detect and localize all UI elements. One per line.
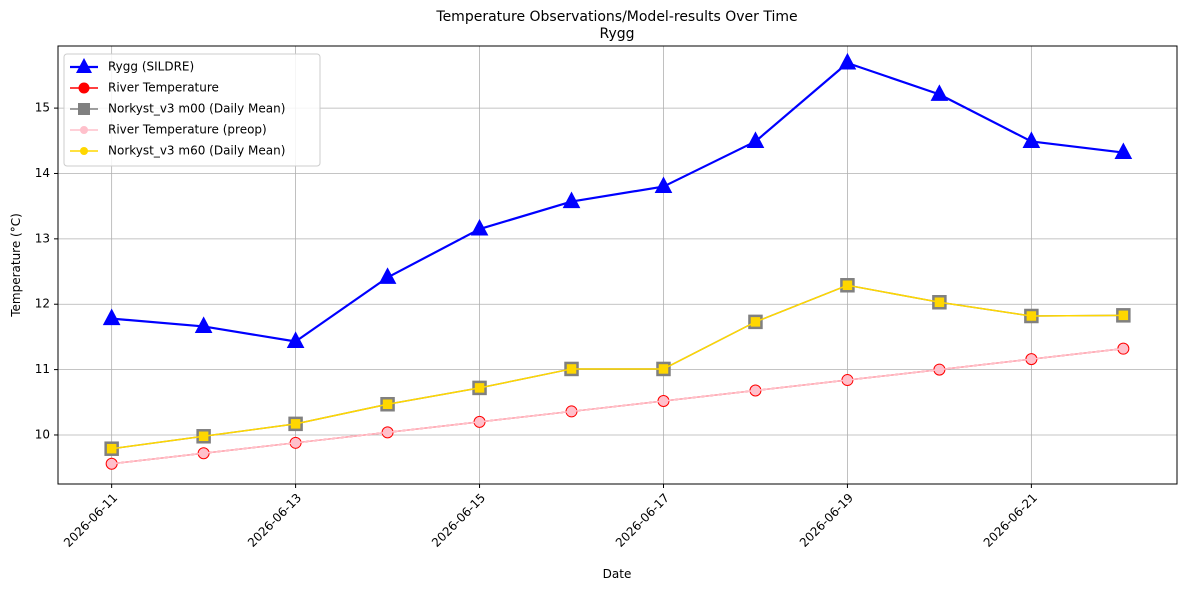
legend-label: Rygg (SILDRE): [108, 60, 194, 74]
triangle-marker: [194, 316, 213, 333]
legend-entry: River Temperature: [70, 81, 219, 95]
series-5: [107, 280, 1128, 454]
series-line: [111, 284, 1124, 450]
plot-frame: [57, 45, 1178, 485]
legend-entry: Norkyst_v3 m00 (Daily Mean): [70, 102, 285, 116]
triangle-marker: [76, 58, 92, 73]
small-circle-marker: [750, 317, 760, 327]
series-4: [111, 347, 1124, 465]
triangle-marker: [1114, 142, 1133, 160]
small-circle-marker: [383, 399, 393, 409]
small-circle-marker: [475, 383, 485, 393]
small-circle-marker: [1026, 311, 1036, 321]
triangle-marker: [286, 331, 305, 348]
y-tick-label: 12: [35, 297, 50, 311]
triangle-marker: [562, 191, 581, 209]
legend-label: River Temperature (preop): [108, 123, 267, 137]
legend: Rygg (SILDRE) River Temperature Norkyst_v3…: [63, 53, 321, 167]
chart-subtitle: Rygg: [599, 26, 634, 42]
small-circle-marker: [291, 419, 301, 429]
x-axis: 2026-06-11 2026-06-13 2026-06-15 2026-06-17…: [61, 484, 1040, 550]
series-1: [102, 52, 1133, 348]
small-circle-marker: [199, 431, 209, 441]
small-circle-marker: [80, 147, 88, 155]
y-axis-label: Temperature (°C): [9, 213, 23, 318]
triangle-marker: [838, 52, 857, 70]
legend-box: [63, 53, 321, 167]
triangle-marker: [378, 267, 397, 284]
legend-label: Norkyst_v3 m60 (Daily Mean): [108, 144, 285, 158]
y-tick-label: 14: [35, 166, 50, 180]
series-layer: [102, 52, 1133, 470]
series-line: [111, 61, 1124, 343]
x-axis-label: Date: [603, 567, 632, 581]
y-tick-label: 13: [35, 231, 50, 245]
y-tick-label: 11: [35, 362, 50, 376]
triangle-marker: [930, 84, 949, 101]
small-circle-marker: [107, 444, 117, 454]
x-tick-label: 2026-06-11: [61, 491, 120, 550]
triangle-marker: [470, 218, 489, 236]
small-circle-marker: [934, 297, 944, 307]
small-circle-marker: [80, 126, 88, 134]
small-circle-marker: [842, 280, 852, 290]
small-circle-marker: [567, 364, 577, 374]
series-line: [111, 347, 1124, 465]
triangle-marker: [746, 131, 765, 148]
small-circle-marker: [1118, 310, 1128, 320]
small-circle-marker: [658, 364, 668, 374]
square-marker: [78, 103, 90, 115]
legend-label: River Temperature: [108, 81, 219, 95]
x-tick-label: 2026-06-19: [797, 491, 856, 550]
y-axis: 10 11 12 13 14 15: [35, 101, 58, 441]
legend-label: Norkyst_v3 m00 (Daily Mean): [108, 102, 285, 116]
y-tick-label: 10: [35, 427, 50, 441]
legend-entry: River Temperature (preop): [70, 123, 267, 137]
x-tick-label: 2026-06-21: [981, 491, 1040, 550]
legend-entry: Rygg (SILDRE): [70, 58, 194, 74]
x-tick-label: 2026-06-13: [245, 491, 304, 550]
legend-entry: Norkyst_v3 m60 (Daily Mean): [70, 144, 285, 158]
triangle-marker: [102, 308, 121, 326]
triangle-marker: [1022, 131, 1041, 148]
y-tick-label: 15: [35, 101, 50, 115]
circle-marker: [78, 82, 90, 94]
x-tick-label: 2026-06-17: [613, 491, 672, 550]
series-line: [111, 284, 1124, 450]
chart-title: Temperature Observations/Model-results O…: [435, 9, 797, 25]
triangle-marker: [654, 176, 673, 194]
x-tick-label: 2026-06-15: [429, 491, 488, 550]
